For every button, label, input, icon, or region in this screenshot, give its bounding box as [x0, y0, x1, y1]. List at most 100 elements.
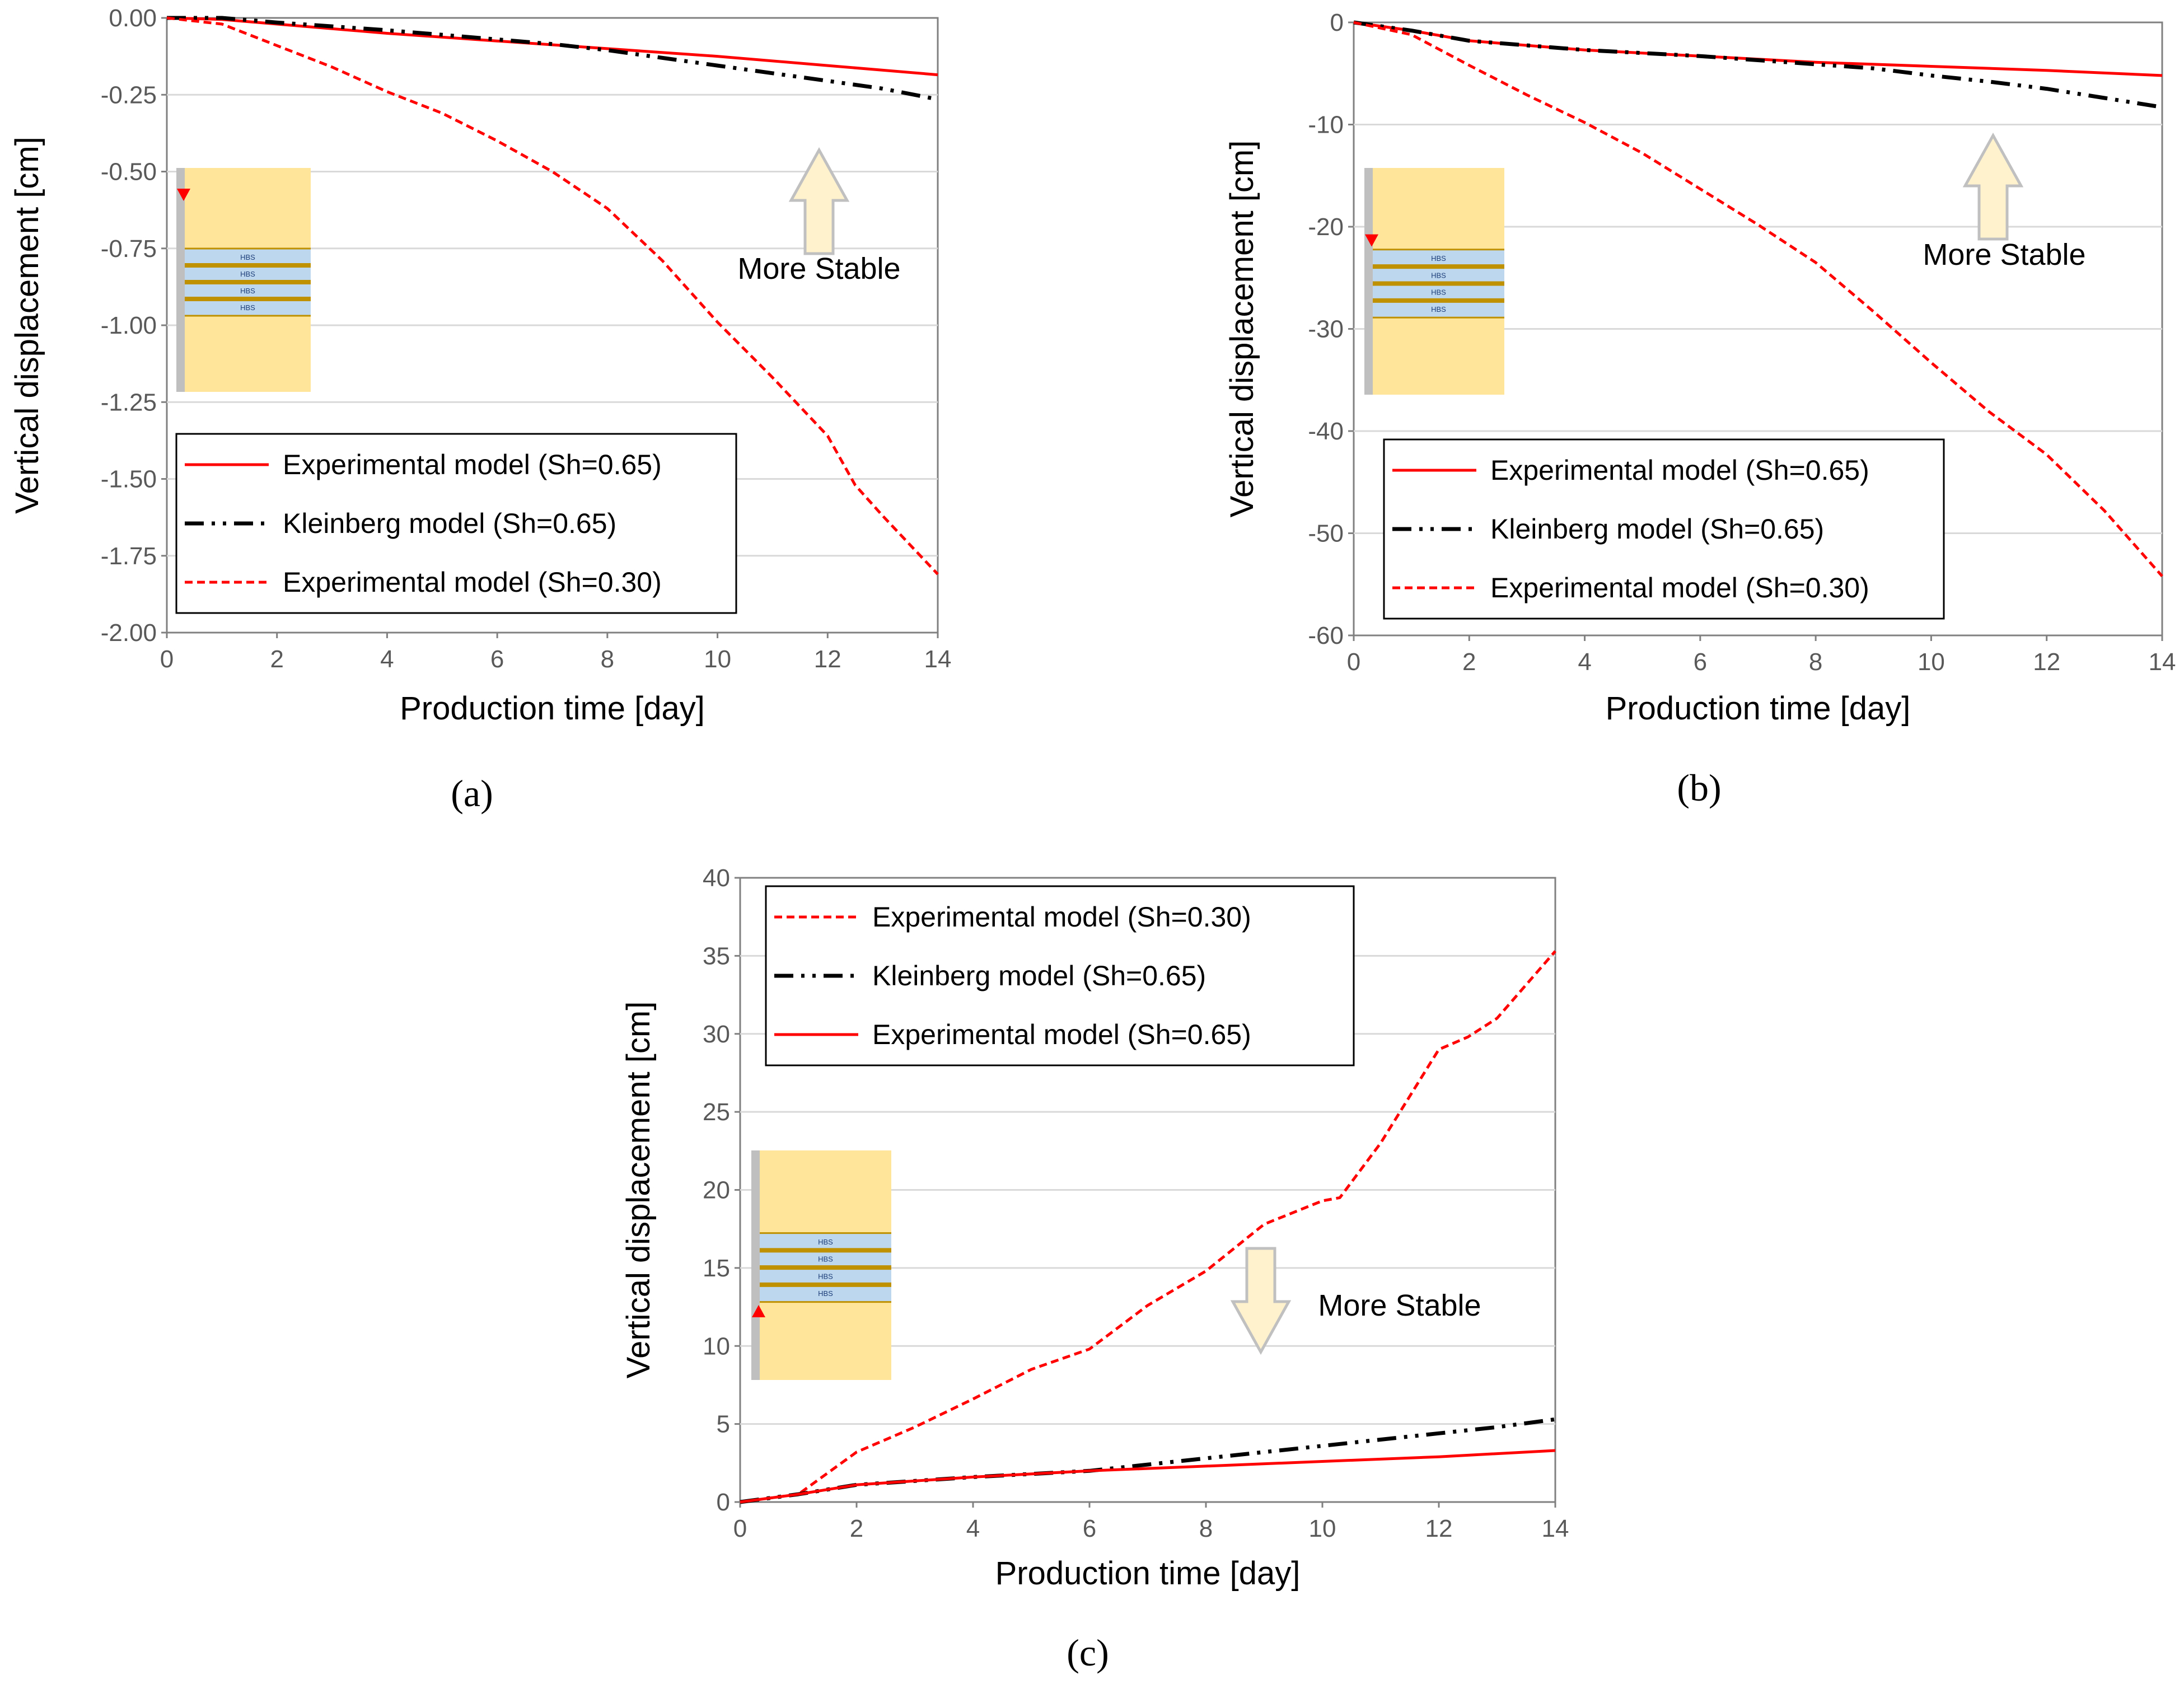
panel-caption: (a) — [451, 772, 493, 815]
y-tick-label: 25 — [703, 1098, 730, 1126]
panel-caption: (b) — [1677, 766, 1721, 809]
x-tick-label: 12 — [814, 645, 841, 673]
x-tick-label: 14 — [924, 645, 952, 673]
hbs-label: HBS — [818, 1238, 833, 1246]
more-stable-label: More Stable — [1923, 238, 2085, 272]
y-tick-label: -2.00 — [101, 619, 157, 647]
legend: Experimental model (Sh=0.65) Kleinberg mo… — [175, 433, 737, 614]
x-axis-title: Production time [day] — [400, 690, 705, 727]
x-tick-label: 8 — [1199, 1515, 1213, 1542]
legend-entry: Experimental model (Sh=0.65) — [1490, 455, 1869, 486]
x-tick-label: 14 — [2149, 648, 2176, 676]
y-tick-label: -50 — [1308, 520, 1344, 548]
y-tick-label: 15 — [703, 1255, 730, 1282]
legend-entry: Experimental model (Sh=0.65) — [283, 449, 662, 480]
series-line — [740, 1449, 1556, 1504]
legend-box — [1383, 438, 1945, 620]
hbs-label: HBS — [240, 270, 255, 278]
stability-arrow — [788, 147, 850, 255]
series-line — [167, 16, 938, 101]
x-axis-title: Production time [day] — [1606, 690, 1911, 727]
series-line — [166, 16, 939, 576]
hbs-label: HBS — [240, 253, 255, 261]
y-tick-label: -1.25 — [101, 389, 157, 416]
legend: Experimental model (Sh=0.65) Kleinberg mo… — [1383, 438, 1945, 620]
wellbore — [1364, 168, 1373, 395]
legend-entry: Experimental model (Sh=0.30) — [872, 901, 1251, 933]
series-line — [166, 16, 938, 77]
hbs-label: HBS — [1431, 254, 1446, 263]
y-tick-label: -30 — [1308, 316, 1344, 343]
chart-panel-c: 40 35 30 25 20 15 10 5 00 2 4 6 8 10 12 14 Production ti… — [620, 864, 1569, 1674]
wellbore — [176, 168, 185, 392]
x-tick-label: 10 — [1918, 648, 1945, 676]
legend-entry: Kleinberg model (Sh=0.65) — [872, 960, 1206, 991]
y-axis-title: Vertical displacement [cm] — [1224, 141, 1260, 518]
legend-entry: Experimental model (Sh=0.65) — [872, 1019, 1251, 1050]
reservoir-inset: HBS HBS HBS HBS — [176, 168, 311, 392]
x-tick-label: 12 — [1425, 1515, 1453, 1542]
x-tick-label: 4 — [1578, 648, 1591, 676]
x-tick-label: 0 — [160, 645, 174, 673]
x-tick-label: 6 — [1694, 648, 1707, 676]
chart-panel-b: 0-10-20-30-40-50-600 2 4 6 8 10 12 14Production… — [1224, 9, 2176, 809]
hbs-label: HBS — [818, 1289, 833, 1298]
series-line — [740, 1417, 1556, 1504]
hbs-label: HBS — [818, 1255, 833, 1264]
legend-box — [765, 885, 1355, 1066]
series-line — [740, 950, 1556, 1504]
legend-entry: Experimental model (Sh=0.30) — [283, 567, 662, 598]
monitor-point-marker — [1365, 234, 1378, 247]
reservoir-inset: HBS HBS HBS HBS — [751, 1150, 891, 1380]
x-tick-label: 0 — [1347, 648, 1360, 676]
x-axis-title: Production time [day] — [995, 1555, 1301, 1592]
y-tick-label: -10 — [1308, 111, 1344, 139]
hbs-label: HBS — [1431, 288, 1446, 297]
x-tick-label: 6 — [1083, 1515, 1096, 1542]
y-tick-label: -1.50 — [101, 466, 157, 493]
x-tick-label: 10 — [704, 645, 731, 673]
y-tick-label: -40 — [1308, 418, 1344, 445]
hbs-label: HBS — [818, 1272, 833, 1280]
x-tick-label: 2 — [850, 1515, 863, 1542]
y-tick-label: 35 — [703, 942, 730, 970]
x-tick-label: 14 — [1542, 1515, 1569, 1542]
stability-arrow — [1962, 132, 2024, 241]
series-line — [1353, 20, 2163, 109]
y-tick-label: 0.00 — [109, 4, 157, 32]
monitor-point-marker — [752, 1305, 765, 1317]
y-tick-label: -0.75 — [101, 235, 157, 263]
monitor-point-marker — [177, 189, 190, 201]
x-tick-label: 2 — [1462, 648, 1476, 676]
y-axis-title: Vertical displacement [cm] — [9, 137, 45, 514]
y-tick-label: -1.00 — [101, 312, 157, 339]
x-tick-label: 10 — [1309, 1515, 1336, 1542]
y-tick-label: 40 — [703, 864, 730, 892]
y-tick-label: -20 — [1308, 213, 1344, 241]
reservoir-inset: HBS HBS HBS HBS — [1364, 168, 1504, 395]
y-tick-label: 0 — [717, 1489, 730, 1516]
y-tick-label: 10 — [703, 1332, 730, 1360]
y-tick-label: 5 — [717, 1411, 730, 1438]
y-tick-label: 0 — [1330, 9, 1344, 36]
hbs-label: HBS — [240, 287, 255, 295]
hbs-label: HBS — [1431, 271, 1446, 279]
chart-panel-a: 0.00 -0.25 -0.50 -0.75 -1.00 -1.25 -1.50 -1.75 -… — [9, 4, 951, 815]
y-tick-label: 20 — [703, 1177, 730, 1204]
legend-entry: Kleinberg model (Sh=0.65) — [283, 508, 616, 539]
legend-box — [175, 433, 737, 614]
y-tick-label: 30 — [703, 1021, 730, 1048]
x-tick-label: 8 — [601, 645, 614, 673]
y-tick-label: -1.75 — [101, 542, 157, 570]
legend: Experimental model (Sh=0.30) Kleinberg mo… — [765, 885, 1355, 1066]
x-tick-label: 0 — [733, 1515, 747, 1542]
hbs-label: HBS — [240, 303, 255, 312]
hbs-label: HBS — [1431, 305, 1446, 314]
panel-caption: (c) — [1067, 1631, 1109, 1674]
wellbore — [751, 1150, 760, 1380]
x-tick-label: 4 — [966, 1515, 980, 1542]
y-tick-label: -60 — [1308, 622, 1344, 649]
legend-entry: Kleinberg model (Sh=0.65) — [1490, 513, 1824, 545]
more-stable-label: More Stable — [1318, 1289, 1481, 1322]
y-axis-title: Vertical displacement [cm] — [620, 1002, 657, 1379]
